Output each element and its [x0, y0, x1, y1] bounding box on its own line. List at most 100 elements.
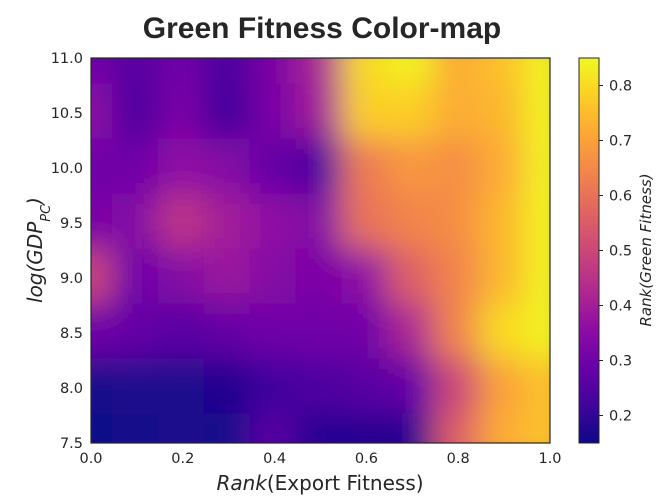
colorbar-tick-label: 0.3 — [609, 354, 632, 370]
heatmap-cell — [479, 138, 530, 198]
heatmap-cell — [91, 358, 116, 418]
heatmap-cell — [295, 83, 346, 143]
heatmap-cell — [479, 413, 530, 443]
y-tick-label: 10.5 — [51, 106, 83, 122]
heatmap-cell — [112, 138, 162, 198]
heatmap-cell — [91, 138, 116, 198]
x-tick-label: 0.2 — [171, 451, 194, 467]
heatmap-cell — [433, 83, 484, 143]
x-axis-label: Rank(Export Fitness) — [216, 471, 423, 495]
heatmap-cell — [249, 58, 300, 88]
heatmap-cell — [91, 58, 116, 88]
heatmap-cell — [387, 358, 438, 418]
x-tick-label: 0.6 — [355, 451, 378, 467]
heatmap-cell — [112, 303, 162, 363]
x-axis-label-main: Rank — [216, 471, 268, 495]
heatmap-cell — [295, 193, 346, 253]
heatmap-cell — [249, 413, 300, 443]
colorbar — [579, 58, 599, 443]
heatmap-cell — [341, 193, 392, 253]
heatmap-cell — [479, 193, 530, 253]
heatmap-cell — [249, 358, 300, 418]
heatmap-cell — [295, 358, 346, 418]
heatmap-cell — [387, 193, 438, 253]
heatmap-cell — [387, 138, 438, 198]
heatmap-cell — [525, 83, 550, 143]
heatmap-cell — [433, 358, 484, 418]
heatmap-cell — [433, 138, 484, 198]
heatmap-cell — [203, 248, 254, 308]
heatmap-cell — [525, 138, 550, 198]
y-tick-label: 8.0 — [60, 381, 83, 397]
chart-title: Green Fitness Color-map — [143, 12, 501, 45]
y-tick-label: 10.0 — [51, 161, 83, 177]
heatmap-cell — [91, 193, 116, 253]
colorbar-tick-label: 0.8 — [609, 79, 632, 95]
heatmap-cell — [387, 83, 438, 143]
heatmap-cell — [203, 83, 254, 143]
heatmap-cell — [203, 358, 254, 418]
heatmap-cell — [341, 413, 392, 443]
heatmap-cell — [249, 83, 300, 143]
heatmap-cell — [249, 303, 300, 363]
heatmap-cell — [525, 358, 550, 418]
heatmap-cell — [91, 303, 116, 363]
y-axis-label: log(GDPPC) — [23, 197, 54, 303]
heatmap-cell — [203, 193, 254, 253]
heatmap-cell — [157, 358, 208, 418]
heatmap-cell — [295, 303, 346, 363]
heatmap-cell — [341, 358, 392, 418]
heatmap-cell — [112, 83, 162, 143]
heatmap-cell — [203, 413, 254, 443]
heatmap-cell — [479, 83, 530, 143]
colorbar-tick-label: 0.6 — [609, 189, 632, 205]
heatmap-cell — [525, 58, 550, 88]
heatmap-cell — [249, 193, 300, 253]
heatmap-cell — [525, 413, 550, 443]
heatmap-cell — [203, 303, 254, 363]
colorbar-tick-label: 0.4 — [609, 299, 632, 315]
heatmap-cell — [112, 248, 162, 308]
heatmap-cell — [341, 58, 392, 88]
x-axis-label-paren: (Export Fitness) — [267, 471, 424, 495]
y-tick-labels: 7.5 8.0 8.5 9.0 9.5 10.0 10.5 11.0 — [51, 51, 83, 452]
heatmap-cell — [203, 58, 254, 88]
x-tick-label: 1.0 — [538, 451, 561, 467]
heatmap-cell — [387, 413, 438, 443]
y-axis-label-sub: PC — [39, 204, 54, 222]
heatmap-cell — [157, 83, 208, 143]
y-tick-label: 9.5 — [60, 216, 83, 232]
y-tick-label: 9.0 — [60, 271, 83, 287]
heatmap-cell — [91, 413, 116, 443]
colorbar-tick-label: 0.5 — [609, 244, 632, 260]
y-tick-label: 8.5 — [60, 326, 83, 342]
heatmap-cell — [203, 138, 254, 198]
heatmap-cell — [479, 303, 530, 363]
colorbar-tick-labels: 0.2 0.3 0.4 0.5 0.6 0.7 0.8 — [599, 79, 632, 425]
heatmap-cell — [249, 248, 300, 308]
heatmap-cell — [341, 138, 392, 198]
heatmap-cell — [157, 248, 208, 308]
x-tick-label: 0.8 — [447, 451, 470, 467]
heatmap-cell — [433, 413, 484, 443]
heatmap-cell — [433, 248, 484, 308]
heatmap-cell — [295, 58, 346, 88]
heatmap-cell — [433, 58, 484, 88]
y-axis-label-main: log(GDP — [23, 221, 47, 303]
heatmap-cell — [433, 193, 484, 253]
heatmap-plot-area — [91, 58, 550, 443]
y-tick-label: 7.5 — [60, 436, 83, 452]
y-axis-label-close: ) — [23, 197, 47, 207]
heatmap-cell — [112, 58, 162, 88]
heatmap-cell — [387, 303, 438, 363]
heatmap-cell — [479, 358, 530, 418]
heatmap-cell — [295, 248, 346, 308]
heatmap-cell — [157, 138, 208, 198]
heatmap-cell — [341, 83, 392, 143]
heatmap-cell — [91, 248, 116, 308]
x-tick-label: 0.4 — [263, 451, 286, 467]
y-tick-label: 11.0 — [51, 51, 83, 67]
heatmap-cell — [157, 303, 208, 363]
colorbar-tick-label: 0.2 — [609, 409, 632, 425]
heatmap-cell — [157, 58, 208, 88]
